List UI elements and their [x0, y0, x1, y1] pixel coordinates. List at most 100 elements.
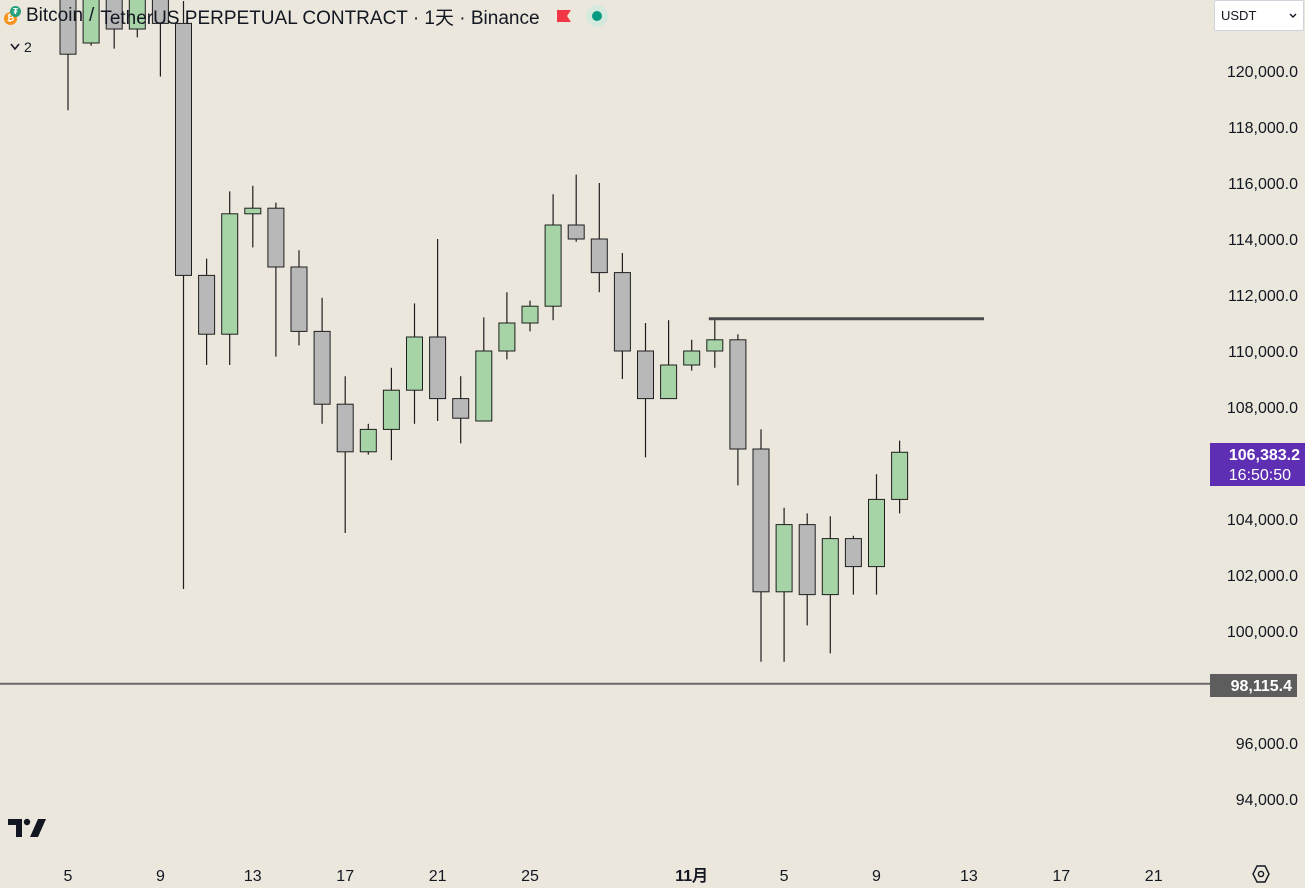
y-axis-tick-label: 100,000.0: [1227, 624, 1298, 641]
candle: [290, 250, 308, 346]
candle: [151, 0, 169, 77]
candle: [82, 0, 100, 46]
candle: [59, 0, 77, 111]
candle: [267, 202, 285, 357]
candle: [706, 320, 724, 368]
candle: [244, 185, 262, 248]
y-axis-tick-label: 94,000.0: [1236, 792, 1298, 809]
flag-icon[interactable]: [556, 9, 572, 23]
candle: [798, 513, 816, 626]
candle-body-up: [521, 305, 539, 324]
market-open-dot-icon[interactable]: [585, 5, 608, 27]
symbol-quote[interactable]: TetherUS PERPETUAL CONTRACT · 1天 · Binan…: [100, 7, 540, 29]
candle-body-down: [844, 538, 862, 568]
y-axis-tick-label: 118,000.0: [1228, 120, 1298, 137]
chevron-down-icon: [10, 43, 20, 51]
candle: [752, 429, 770, 662]
candle: [821, 516, 839, 654]
candle-body-down: [637, 350, 654, 400]
candle-body-up: [498, 322, 516, 352]
candle-body-down: [313, 330, 331, 405]
settings-icon[interactable]: [1251, 864, 1271, 884]
x-axis-tick-label: 13: [244, 868, 262, 885]
candle: [498, 292, 516, 360]
y-axis-tick-label: 102,000.0: [1227, 568, 1298, 585]
y-axis-tick-label: 96,000.0: [1236, 736, 1298, 753]
candle-body-down: [336, 403, 354, 453]
candle: [844, 535, 862, 595]
candle: [683, 339, 701, 371]
candle-body-up: [891, 451, 909, 500]
candle: [429, 239, 447, 421]
x-axis-tick-label: 13: [960, 868, 978, 885]
candle: [175, 1, 192, 589]
candle: [475, 317, 493, 422]
y-axis-tick-label: 112,000.0: [1228, 288, 1298, 305]
indicators-toggle-button[interactable]: 2: [6, 36, 42, 58]
candle: [521, 300, 539, 332]
currency-select[interactable]: USDT: [1214, 0, 1304, 31]
candle: [660, 320, 678, 400]
x-axis-tick-label: 9: [156, 868, 165, 885]
y-axis-tick-label: 110,000.0: [1228, 344, 1298, 361]
y-axis-tick-label: 120,000.0: [1227, 64, 1298, 81]
candle-body-up: [544, 224, 562, 307]
candle: [406, 303, 423, 424]
candle: [313, 297, 331, 424]
candle-body-up: [82, 0, 100, 44]
chevron-down-icon: [1289, 13, 1297, 18]
tradingview-logo-icon[interactable]: [8, 817, 48, 839]
candle-body-down: [752, 448, 770, 593]
candle-body-down: [175, 22, 192, 276]
candle: [567, 174, 585, 242]
symbol-separator: /: [89, 5, 95, 26]
candle: [336, 376, 354, 533]
x-axis-tick-label: 11月: [675, 867, 708, 885]
candle-body-up: [821, 538, 839, 596]
candle-body-up: [128, 0, 146, 30]
candle-body-up: [683, 350, 701, 366]
horizontal-line-price-value: 98,115.4: [1231, 678, 1293, 695]
candle-body-up: [221, 213, 239, 335]
candle-body-down: [267, 207, 285, 268]
y-axis-tick-label: 114,000.0: [1228, 232, 1298, 249]
candle-body-up: [359, 428, 377, 453]
candle: [868, 474, 885, 595]
countdown-timer: 16:50:50: [1229, 467, 1291, 484]
candle-body-up: [868, 498, 885, 568]
candle-body-down: [590, 238, 608, 274]
candle: [637, 323, 654, 458]
candle: [128, 0, 146, 38]
candle: [382, 367, 400, 461]
chart-title-bar[interactable]: ₿ ₮ Bitcoin / TetherUS PERPETUAL CONTRACT…: [4, 4, 608, 29]
x-axis-tick-label: 25: [521, 868, 539, 885]
x-axis-tick-label: 17: [336, 868, 354, 885]
candle-body-up: [244, 207, 262, 215]
y-axis-tick-label: 108,000.0: [1227, 400, 1298, 417]
candle: [221, 191, 239, 365]
candle-body-up: [706, 339, 724, 352]
y-axis-tick-label: 104,000.0: [1227, 512, 1298, 529]
candle: [775, 507, 793, 662]
x-axis-tick-label: 21: [429, 868, 447, 885]
candle-body-up: [382, 389, 400, 430]
candle: [452, 376, 470, 444]
candle: [198, 258, 216, 365]
x-axis-tick-label: 17: [1052, 868, 1070, 885]
candle: [359, 423, 377, 455]
currency-select-value: USDT: [1221, 8, 1257, 23]
candle-body-down: [429, 336, 447, 400]
candle-body-down: [290, 266, 308, 332]
candle-body-down: [613, 272, 631, 352]
candle-body-down: [198, 274, 216, 335]
candle-body-up: [475, 350, 493, 422]
candle-body-up: [406, 336, 423, 391]
symbol-name[interactable]: Bitcoin: [26, 5, 84, 26]
candle-body-down: [452, 398, 470, 419]
candle: [891, 440, 909, 514]
candle-body-down: [798, 524, 816, 596]
horizontal-line-price-label: 98,115.4: [1210, 674, 1297, 697]
candle-body-up: [775, 524, 793, 593]
candle: [590, 183, 608, 293]
